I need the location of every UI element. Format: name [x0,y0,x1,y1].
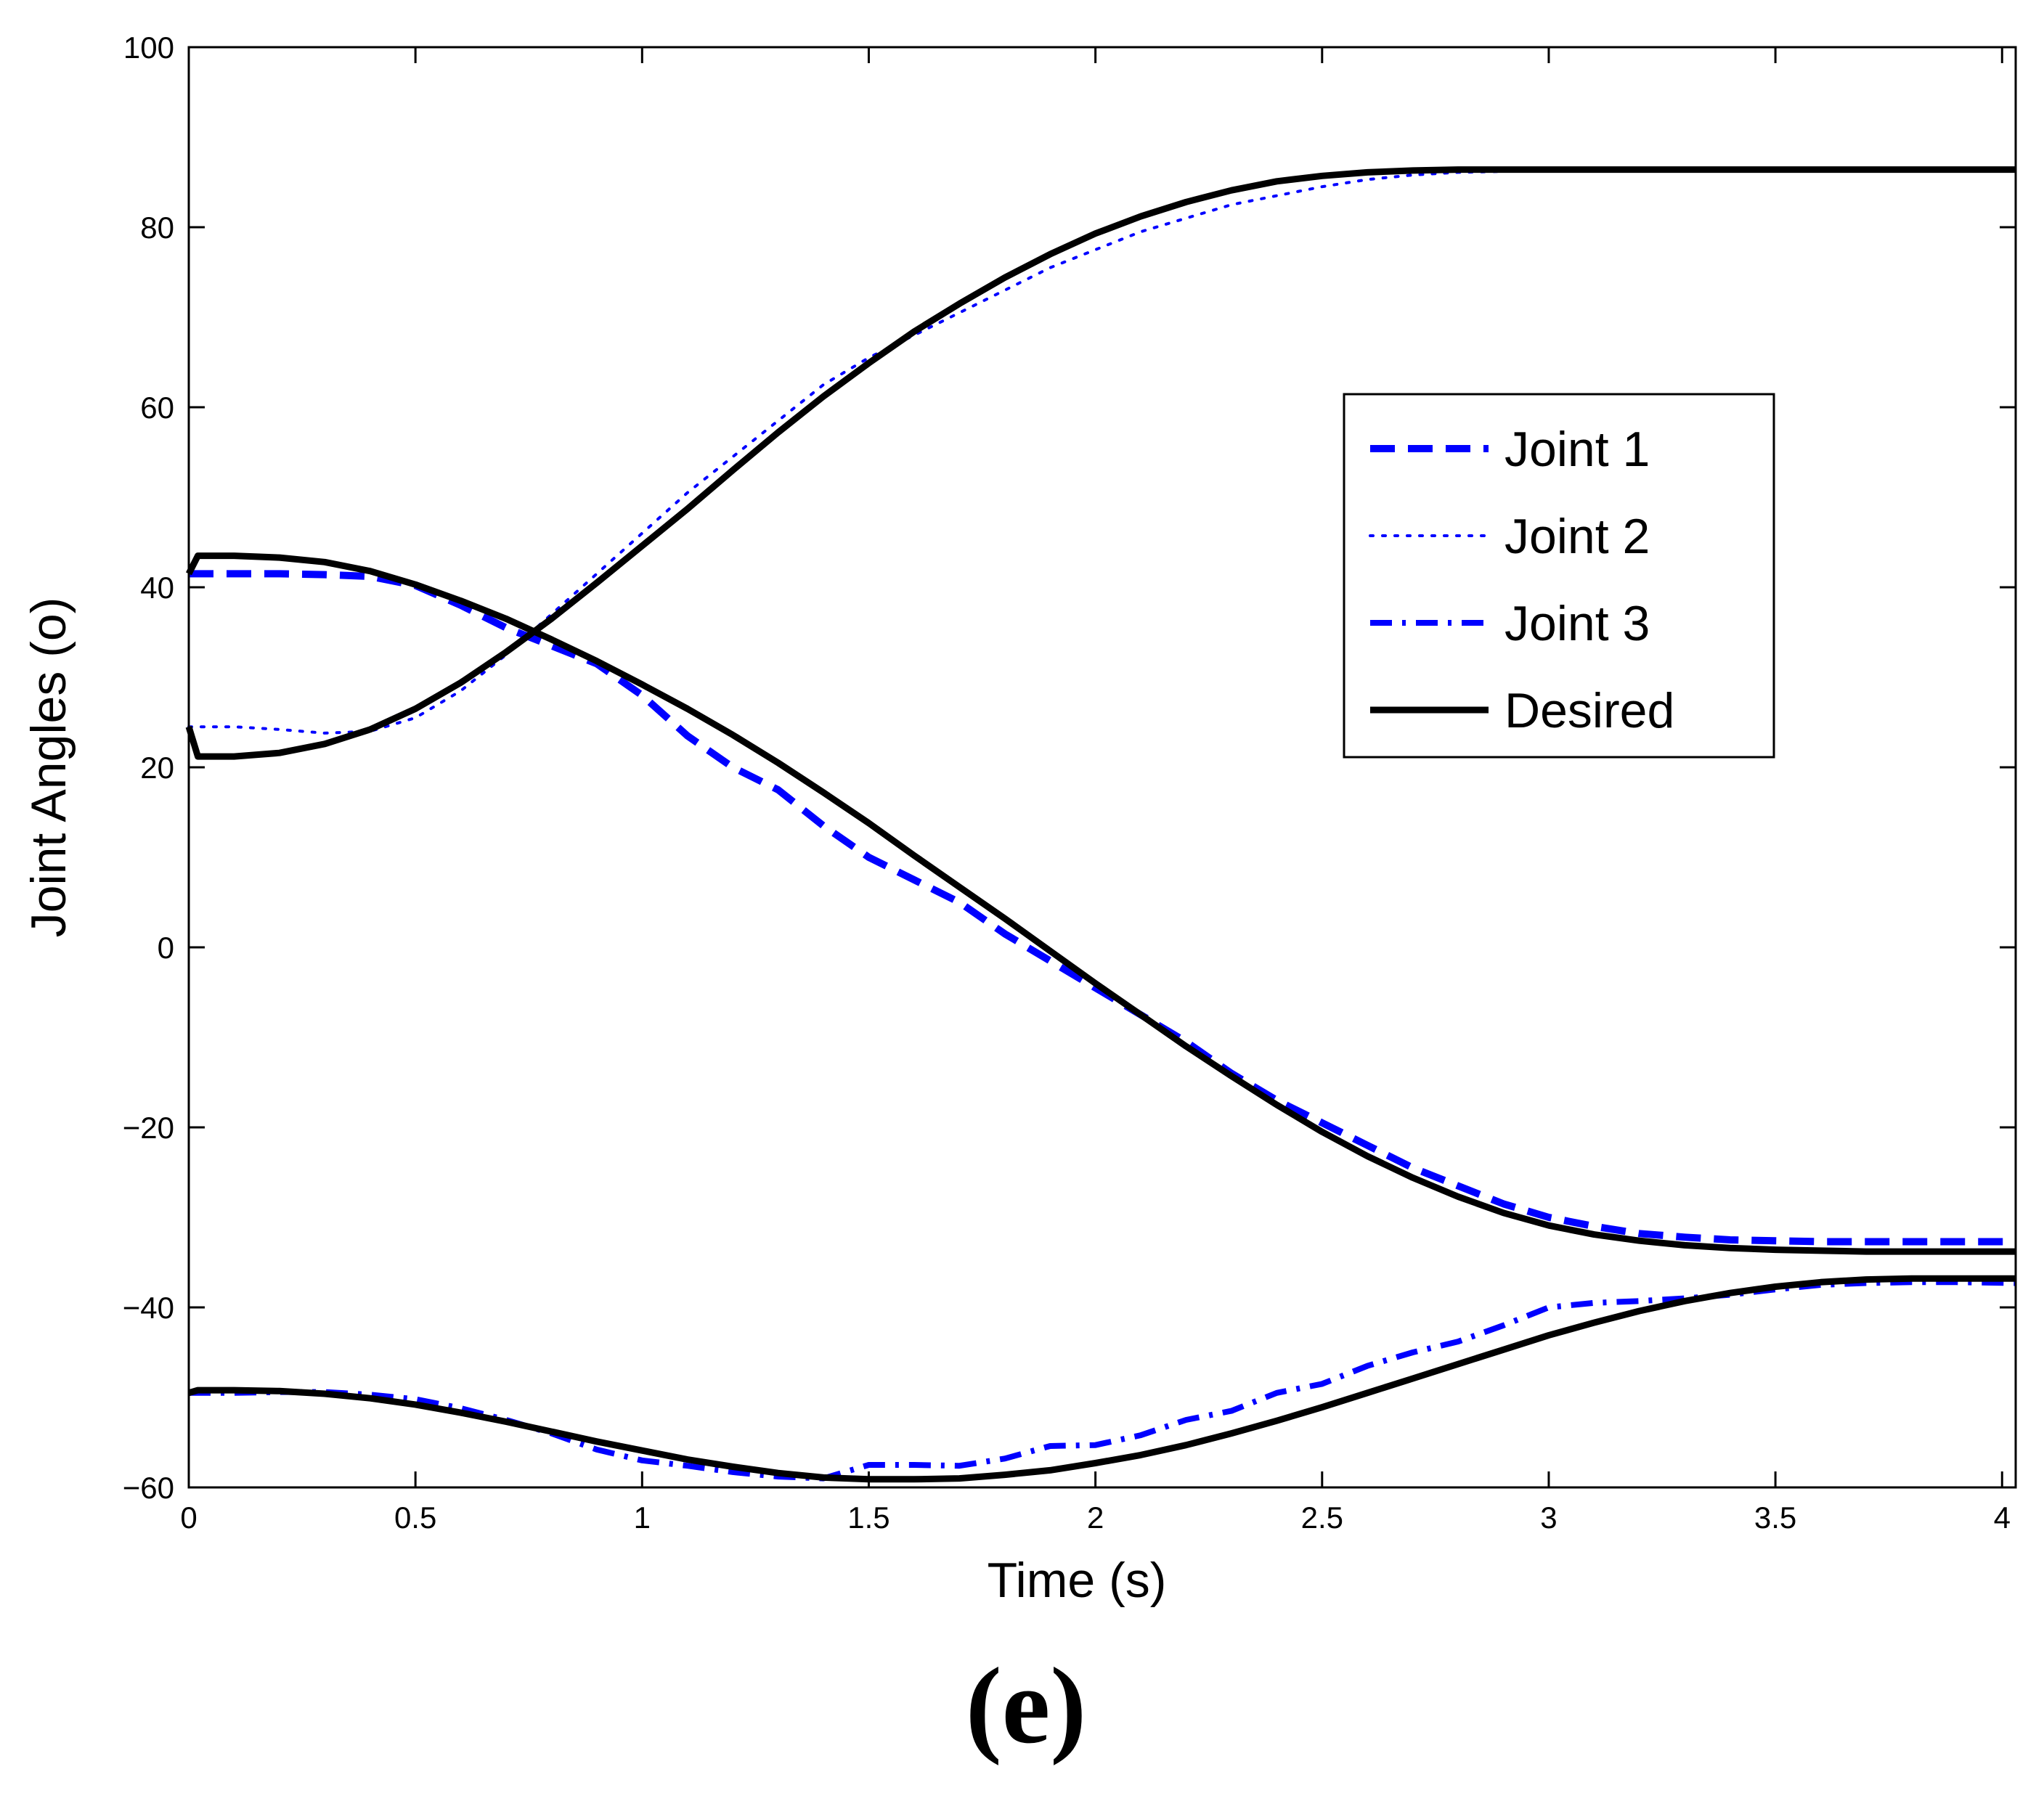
series-line-desired-joint-3-reference [187,1275,2016,1483]
x-tick-label: 2 [1087,1500,1104,1535]
series-line-desired-joint-2-reference [185,166,2016,760]
x-tick-label: 4 [1994,1500,2011,1535]
series-line-joint-2 [187,168,2017,735]
y-tick-label: 60 [140,391,174,425]
series-line-desired [185,552,2016,1255]
x-tick-label: 3.5 [1754,1500,1796,1535]
legend-label-joint-2: Joint 2 [1505,509,1650,564]
x-tick-label: 3 [1540,1500,1557,1535]
series-line-joint-1 [189,570,2016,1246]
series-layer [185,166,2017,1483]
ticks-layer: 0 0.5 1 1.5 2 2.5 3 3.5 4 −60 −40 −20 0 20 40 60 80 100 [123,30,2016,1535]
x-tick-label: 0 [180,1500,197,1535]
legend-label-desired: Desired [1505,683,1674,738]
y-tick-label: 80 [140,211,174,245]
y-tick-label: −40 [123,1291,174,1325]
series-line-joint-3 [189,1279,2016,1482]
y-axis-title: Joint Angles (o) [21,597,76,938]
legend-label-joint-3: Joint 3 [1505,596,1650,651]
y-tick-label: 40 [140,571,174,605]
y-tick-label: 20 [140,751,174,785]
x-tick-label: 1 [634,1500,651,1535]
legend-box [1343,393,1775,759]
y-tick-label: −20 [123,1111,174,1145]
y-tick-label: −60 [123,1471,174,1505]
y-tick-label: 0 [158,931,174,965]
x-axis-title: Time (s) [988,1553,1167,1608]
y-tick-label: 100 [123,30,174,65]
legend: Joint 1 Joint 2 Joint 3 Desired [1343,393,1775,759]
x-tick-label: 0.5 [394,1500,436,1535]
x-tick-label: 1.5 [847,1500,889,1535]
legend-label-joint-1: Joint 1 [1505,422,1650,477]
x-tick-label: 2.5 [1301,1500,1343,1535]
panel-label: (e) [966,1646,1086,1766]
